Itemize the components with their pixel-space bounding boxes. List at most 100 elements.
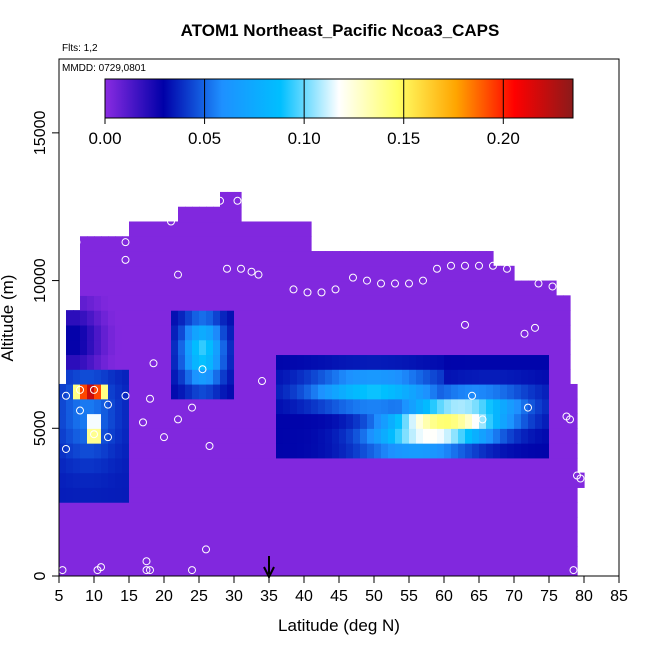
heatmap-cell bbox=[458, 487, 466, 503]
heatmap-cell bbox=[430, 354, 438, 370]
heatmap-cell bbox=[80, 339, 88, 356]
heatmap-cell bbox=[255, 280, 263, 296]
heatmap-cell bbox=[115, 369, 123, 385]
heatmap-cell bbox=[94, 457, 102, 474]
heatmap-cell bbox=[451, 428, 459, 444]
heatmap-cell bbox=[318, 324, 326, 341]
heatmap-cell bbox=[346, 531, 354, 548]
heatmap-cell bbox=[178, 487, 186, 503]
heatmap-cell bbox=[514, 546, 522, 562]
heatmap-cell bbox=[542, 531, 550, 548]
heatmap-cell bbox=[199, 531, 207, 548]
heatmap-cell bbox=[171, 428, 179, 444]
heatmap-cell bbox=[493, 280, 501, 296]
heatmap-cell bbox=[465, 295, 473, 311]
heatmap-cell bbox=[199, 339, 207, 356]
heatmap-cell bbox=[283, 339, 291, 356]
heatmap-cell bbox=[220, 546, 228, 562]
heatmap-cell bbox=[255, 339, 263, 356]
heatmap-cell bbox=[367, 398, 375, 415]
heatmap-cell bbox=[381, 428, 389, 444]
heatmap-cell bbox=[94, 369, 102, 385]
heatmap-cell bbox=[395, 531, 403, 548]
heatmap-cell bbox=[80, 472, 88, 488]
heatmap-cell bbox=[283, 369, 291, 385]
heatmap-cell bbox=[311, 295, 319, 311]
heatmap-cell bbox=[444, 398, 452, 415]
heatmap-cell bbox=[115, 398, 123, 415]
heatmap-cell bbox=[332, 310, 340, 326]
heatmap-cell bbox=[549, 443, 557, 459]
heatmap-cell bbox=[255, 413, 263, 429]
heatmap-cell bbox=[269, 443, 277, 459]
heatmap-cell bbox=[255, 546, 263, 562]
heatmap-cell bbox=[528, 546, 536, 562]
heatmap-cell bbox=[241, 236, 249, 252]
heatmap-cell bbox=[150, 369, 158, 385]
heatmap-cell bbox=[416, 531, 424, 548]
heatmap-cell bbox=[108, 516, 116, 533]
heatmap-cell bbox=[332, 265, 340, 282]
heatmap-cell bbox=[500, 383, 508, 400]
heatmap-cell bbox=[276, 398, 284, 415]
heatmap-cell bbox=[500, 428, 508, 444]
colorbar-tick-label: 0.05 bbox=[188, 129, 221, 148]
heatmap-cell bbox=[332, 443, 340, 459]
heatmap-cell bbox=[269, 310, 277, 326]
heatmap-cell bbox=[318, 295, 326, 311]
heatmap-cell bbox=[164, 339, 172, 356]
heatmap-cell bbox=[353, 265, 361, 282]
heatmap-cell bbox=[311, 487, 319, 503]
heatmap-cell bbox=[458, 502, 466, 518]
heatmap-cell bbox=[465, 398, 473, 415]
heatmap-cell bbox=[248, 516, 256, 533]
heatmap-cell bbox=[318, 516, 326, 533]
heatmap-cell bbox=[241, 354, 249, 370]
heatmap-cell bbox=[437, 354, 445, 370]
heatmap-cell bbox=[171, 546, 179, 562]
heatmap-cell bbox=[423, 295, 431, 311]
heatmap-cell bbox=[346, 251, 354, 267]
heatmap-cell bbox=[493, 443, 501, 459]
observation-point bbox=[202, 545, 210, 554]
heatmap-cell bbox=[479, 383, 487, 400]
observation-point bbox=[160, 433, 168, 442]
heatmap-cell bbox=[213, 354, 221, 370]
heatmap-cell bbox=[367, 443, 375, 459]
heatmap-cell bbox=[549, 457, 557, 474]
heatmap-cell bbox=[493, 428, 501, 444]
heatmap-cell bbox=[465, 369, 473, 385]
heatmap-cell bbox=[290, 443, 298, 459]
heatmap-cell bbox=[423, 457, 431, 474]
x-tick-label: 40 bbox=[295, 588, 313, 605]
heatmap-cell bbox=[213, 398, 221, 415]
heatmap-cell bbox=[150, 502, 158, 518]
heatmap-cell bbox=[521, 280, 529, 296]
heatmap-cell bbox=[290, 369, 298, 385]
observation-point bbox=[534, 279, 543, 288]
heatmap-cell bbox=[304, 561, 312, 576]
heatmap-cell bbox=[192, 310, 200, 326]
heatmap-cell bbox=[80, 502, 88, 518]
heatmap-cell bbox=[171, 383, 179, 400]
heatmap-cell bbox=[213, 457, 221, 474]
heatmap-cell bbox=[199, 472, 207, 488]
heatmap-cell bbox=[465, 413, 473, 429]
heatmap-cell bbox=[444, 413, 452, 429]
heatmap-cell bbox=[500, 487, 508, 503]
heatmap-cell bbox=[115, 561, 123, 576]
heatmap-cell bbox=[409, 531, 417, 548]
heatmap-cell bbox=[101, 443, 109, 459]
heatmap-cell bbox=[493, 324, 501, 341]
heatmap-cell bbox=[521, 561, 529, 576]
heatmap-cell bbox=[171, 324, 179, 341]
heatmap-cell bbox=[66, 383, 74, 400]
heatmap-cell bbox=[381, 457, 389, 474]
heatmap-cell bbox=[262, 339, 270, 356]
observation-point bbox=[247, 267, 256, 276]
heatmap-cell bbox=[262, 502, 270, 518]
heatmap-cell bbox=[556, 443, 564, 459]
heatmap-cell bbox=[80, 428, 88, 444]
heatmap-cell bbox=[486, 354, 494, 370]
heatmap-cell bbox=[115, 516, 123, 533]
